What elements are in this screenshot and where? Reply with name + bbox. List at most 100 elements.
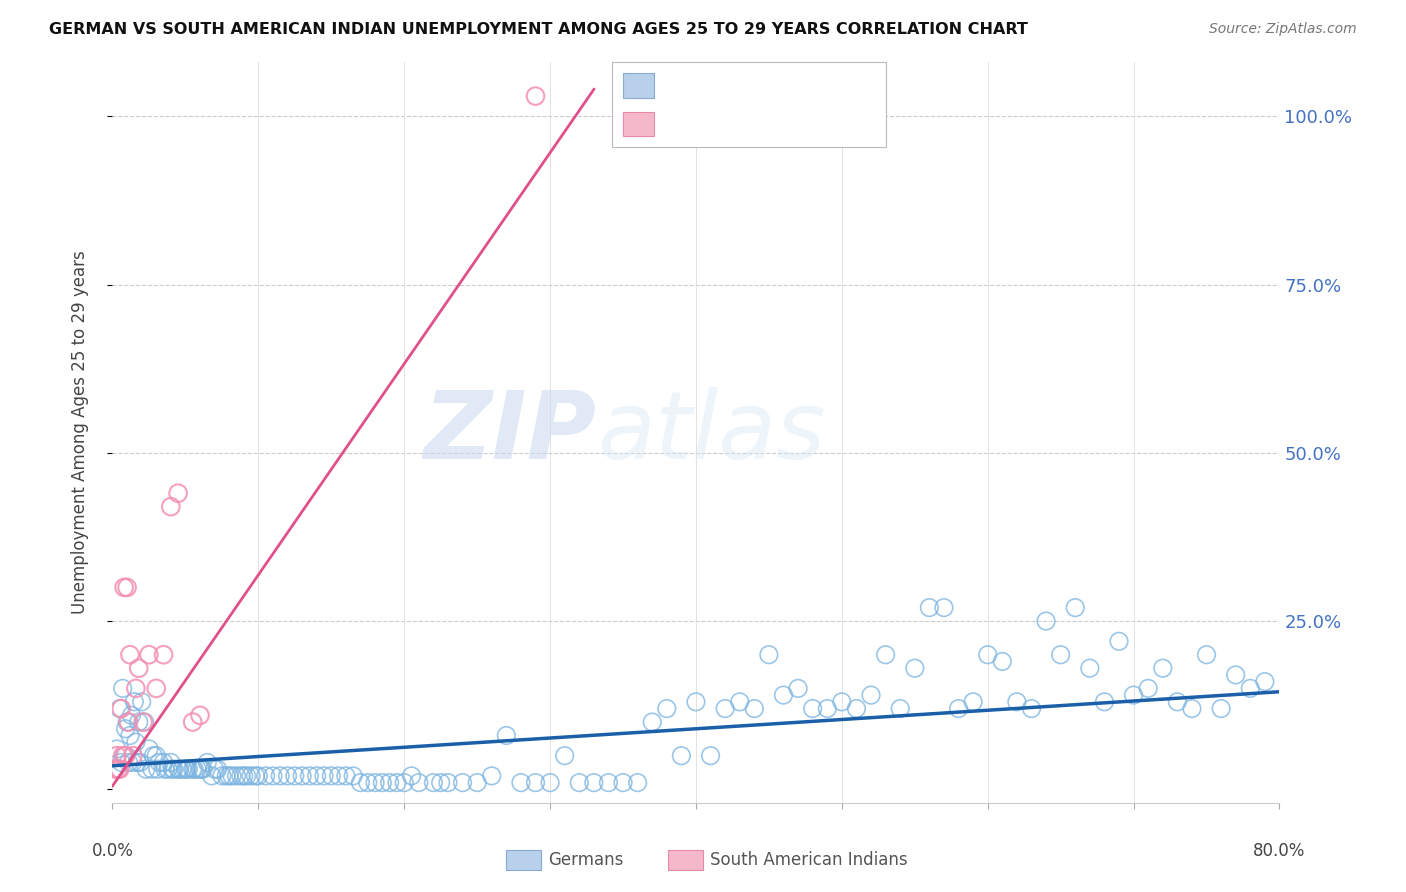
Point	[162, 762, 184, 776]
Point	[142, 748, 165, 763]
Point	[110, 756, 132, 770]
Point	[105, 742, 128, 756]
Point	[108, 762, 131, 776]
Point	[801, 701, 824, 715]
Point	[148, 756, 170, 770]
Point	[146, 762, 169, 776]
Point	[305, 769, 328, 783]
Point	[186, 762, 208, 776]
Point	[117, 714, 139, 729]
Point	[190, 762, 212, 776]
Point	[247, 769, 270, 783]
Point	[976, 648, 998, 662]
Point	[107, 762, 129, 776]
Point	[860, 688, 883, 702]
Point	[889, 701, 911, 715]
Point	[465, 775, 488, 789]
Point	[115, 581, 138, 595]
Point	[685, 695, 707, 709]
Point	[122, 748, 145, 763]
Text: Source: ZipAtlas.com: Source: ZipAtlas.com	[1209, 22, 1357, 37]
Point	[218, 769, 240, 783]
Point	[145, 681, 167, 696]
Point	[129, 756, 152, 770]
Point	[211, 769, 233, 783]
Point	[174, 762, 197, 776]
Point	[349, 775, 371, 789]
Point	[845, 701, 868, 715]
Point	[138, 648, 160, 662]
Point	[276, 769, 298, 783]
Point	[262, 769, 284, 783]
Point	[1239, 681, 1261, 696]
Point	[728, 695, 751, 709]
Point	[772, 688, 794, 702]
Point	[229, 769, 252, 783]
Point	[125, 735, 148, 749]
Point	[240, 769, 263, 783]
Point	[112, 748, 135, 763]
Point	[207, 762, 229, 776]
Point	[114, 748, 136, 763]
Text: 0.355: 0.355	[704, 75, 756, 93]
Point	[1181, 701, 1204, 715]
Point	[215, 769, 238, 783]
Point	[312, 769, 335, 783]
Text: 0.0%: 0.0%	[91, 842, 134, 860]
Point	[1152, 661, 1174, 675]
Point	[991, 655, 1014, 669]
Point	[284, 769, 307, 783]
Point	[160, 500, 183, 514]
Point	[169, 762, 191, 776]
Point	[612, 775, 634, 789]
Point	[1254, 674, 1277, 689]
Point	[127, 756, 149, 770]
Point	[163, 762, 186, 776]
Point	[408, 775, 430, 789]
Point	[112, 581, 135, 595]
Point	[481, 769, 503, 783]
Text: R =: R =	[662, 75, 702, 93]
Point	[167, 486, 190, 500]
Point	[787, 681, 810, 696]
Text: ZIP: ZIP	[423, 386, 596, 479]
Point	[1166, 695, 1188, 709]
Point	[134, 714, 156, 729]
Text: Germans: Germans	[548, 851, 624, 869]
Point	[429, 775, 451, 789]
Point	[1021, 701, 1043, 715]
Point	[232, 769, 254, 783]
Point	[269, 769, 291, 783]
Point	[125, 681, 148, 696]
Point	[641, 714, 664, 729]
Point	[111, 748, 134, 763]
Point	[176, 762, 198, 776]
Point	[538, 775, 561, 789]
Point	[177, 762, 200, 776]
Point	[152, 756, 174, 770]
Point	[291, 769, 314, 783]
Point	[131, 695, 153, 709]
Point	[1225, 668, 1247, 682]
Point	[918, 600, 941, 615]
Point	[145, 748, 167, 763]
Point	[582, 775, 605, 789]
Point	[195, 756, 218, 770]
Point	[714, 701, 737, 715]
Point	[117, 756, 139, 770]
Text: 139: 139	[811, 75, 845, 93]
Point	[699, 748, 721, 763]
Point	[328, 769, 350, 783]
Point	[124, 695, 146, 709]
Point	[758, 648, 780, 662]
Point	[245, 769, 267, 783]
Point	[1049, 648, 1071, 662]
Point	[357, 775, 380, 789]
Point	[1195, 648, 1218, 662]
Point	[394, 775, 416, 789]
Point	[128, 661, 150, 675]
Point	[554, 748, 576, 763]
Text: N =: N =	[769, 75, 808, 93]
Point	[831, 695, 853, 709]
Point	[1108, 634, 1130, 648]
